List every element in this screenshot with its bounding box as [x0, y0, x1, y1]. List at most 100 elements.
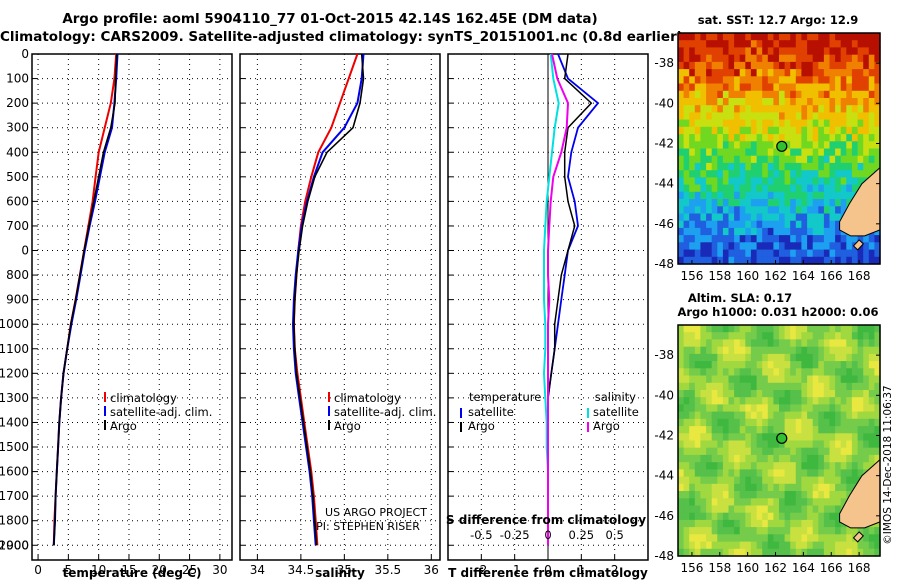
heatmap-cell: [689, 119, 696, 128]
heatmap-cell: [756, 119, 763, 128]
heatmap-cell: [823, 498, 831, 507]
heatmap-cell: [851, 184, 859, 193]
heatmap-cell: [851, 462, 859, 470]
heatmap-cell: [812, 256, 819, 265]
heatmap-cell: [739, 476, 746, 485]
heatmap-cell: [722, 249, 730, 258]
heatmap-cell: [835, 426, 842, 434]
heatmap-cell: [846, 69, 853, 77]
heatmap-cell: [711, 199, 718, 207]
heatmap-cell: [728, 332, 735, 340]
heatmap-cell: [779, 199, 786, 207]
ytick-label: 1800: [0, 514, 29, 528]
heatmap-cell: [739, 361, 746, 369]
heatmap-cell: [818, 375, 825, 384]
heatmap-cell: [694, 534, 701, 543]
heatmap-cell: [711, 213, 718, 222]
heatmap-cell: [711, 112, 718, 121]
heatmap-cell: [734, 397, 741, 405]
heatmap-cell: [683, 112, 690, 121]
heatmap-cell: [807, 47, 814, 56]
heatmap-cell: [739, 148, 746, 157]
heatmap-cell: [700, 54, 707, 63]
heatmap-cell: [846, 476, 853, 485]
heatmap-cell: [835, 483, 842, 492]
heatmap-cell: [767, 61, 774, 70]
heatmap-cell: [784, 339, 791, 348]
heatmap-cell: [722, 206, 730, 215]
heatmap-cell: [812, 213, 819, 222]
heatmap-cell: [818, 184, 825, 193]
heatmap-cell: [784, 242, 791, 251]
heatmap-cell: [767, 119, 774, 128]
heatmap-cell: [807, 112, 814, 121]
heatmap-cell: [734, 112, 741, 121]
heatmap-cell: [700, 134, 707, 142]
heatmap-cell: [807, 368, 814, 377]
series-argo-line: [53, 53, 118, 546]
heatmap-cell: [818, 339, 825, 348]
heatmap-cell: [683, 199, 690, 207]
heatmap-cell: [846, 33, 853, 41]
heatmap-cell: [694, 98, 701, 106]
heatmap-cell: [846, 119, 853, 128]
heatmap-cell: [678, 397, 685, 405]
heatmap-cell: [700, 126, 707, 135]
heatmap-cell: [829, 191, 836, 200]
heatmap-cell: [812, 148, 819, 157]
heatmap-cell: [773, 469, 780, 478]
heatmap-cell: [823, 404, 831, 413]
heatmap-cell: [812, 368, 819, 377]
heatmap-cell: [711, 368, 718, 377]
heatmap-cell: [734, 76, 741, 85]
heatmap-cell: [722, 397, 730, 405]
heatmap-cell: [818, 548, 825, 557]
heatmap-cell: [863, 397, 870, 405]
heatmap-cell: [683, 411, 690, 420]
heatmap-cell: [734, 325, 741, 333]
heatmap-cell: [846, 346, 853, 355]
heatmap-cell: [700, 548, 707, 557]
heatmap-cell: [694, 426, 701, 434]
heatmap-cell: [863, 361, 870, 369]
heatmap-cell: [711, 505, 718, 514]
heatmap-cell: [812, 61, 819, 70]
heatmap-cell: [784, 76, 791, 85]
heatmap-cell: [835, 397, 842, 405]
heatmap-cell: [745, 498, 752, 507]
map-xtick-label: 158: [708, 269, 731, 283]
heatmap-cell: [689, 476, 696, 485]
heatmap-cell: [706, 98, 713, 106]
heatmap-cell: [689, 519, 696, 528]
heatmap-cell: [773, 426, 780, 434]
heatmap-cell: [750, 40, 758, 48]
heatmap-cell: [739, 235, 746, 243]
heatmap-cell: [689, 382, 696, 391]
heatmap-cell: [795, 191, 802, 200]
heatmap-cell: [857, 256, 864, 265]
heatmap-cell: [678, 90, 685, 99]
heatmap-cell: [700, 256, 707, 265]
heatmap-cell: [756, 105, 763, 113]
legend-label: Argo: [110, 419, 137, 433]
heatmap-cell: [683, 61, 690, 70]
heatmap-cell: [722, 141, 730, 150]
heatmap-cell: [829, 325, 836, 333]
heatmap-cell: [801, 476, 808, 485]
heatmap-cell: [683, 505, 690, 514]
heatmap-cell: [739, 462, 746, 470]
heatmap-cell: [756, 339, 763, 348]
heatmap-cell: [767, 382, 774, 391]
heatmap-cell: [784, 433, 791, 442]
heatmap-cell: [678, 112, 685, 121]
heatmap-cell: [851, 47, 859, 56]
heatmap-cell: [812, 325, 819, 333]
heatmap-cell: [739, 418, 746, 427]
heatmap-cell: [818, 483, 825, 492]
heatmap-cell: [851, 368, 859, 377]
heatmap-cell: [790, 148, 797, 157]
heatmap-cell: [706, 534, 713, 543]
heatmap-cell: [823, 483, 831, 492]
heatmap-cell: [795, 162, 802, 171]
heatmap-cell: [807, 40, 814, 48]
